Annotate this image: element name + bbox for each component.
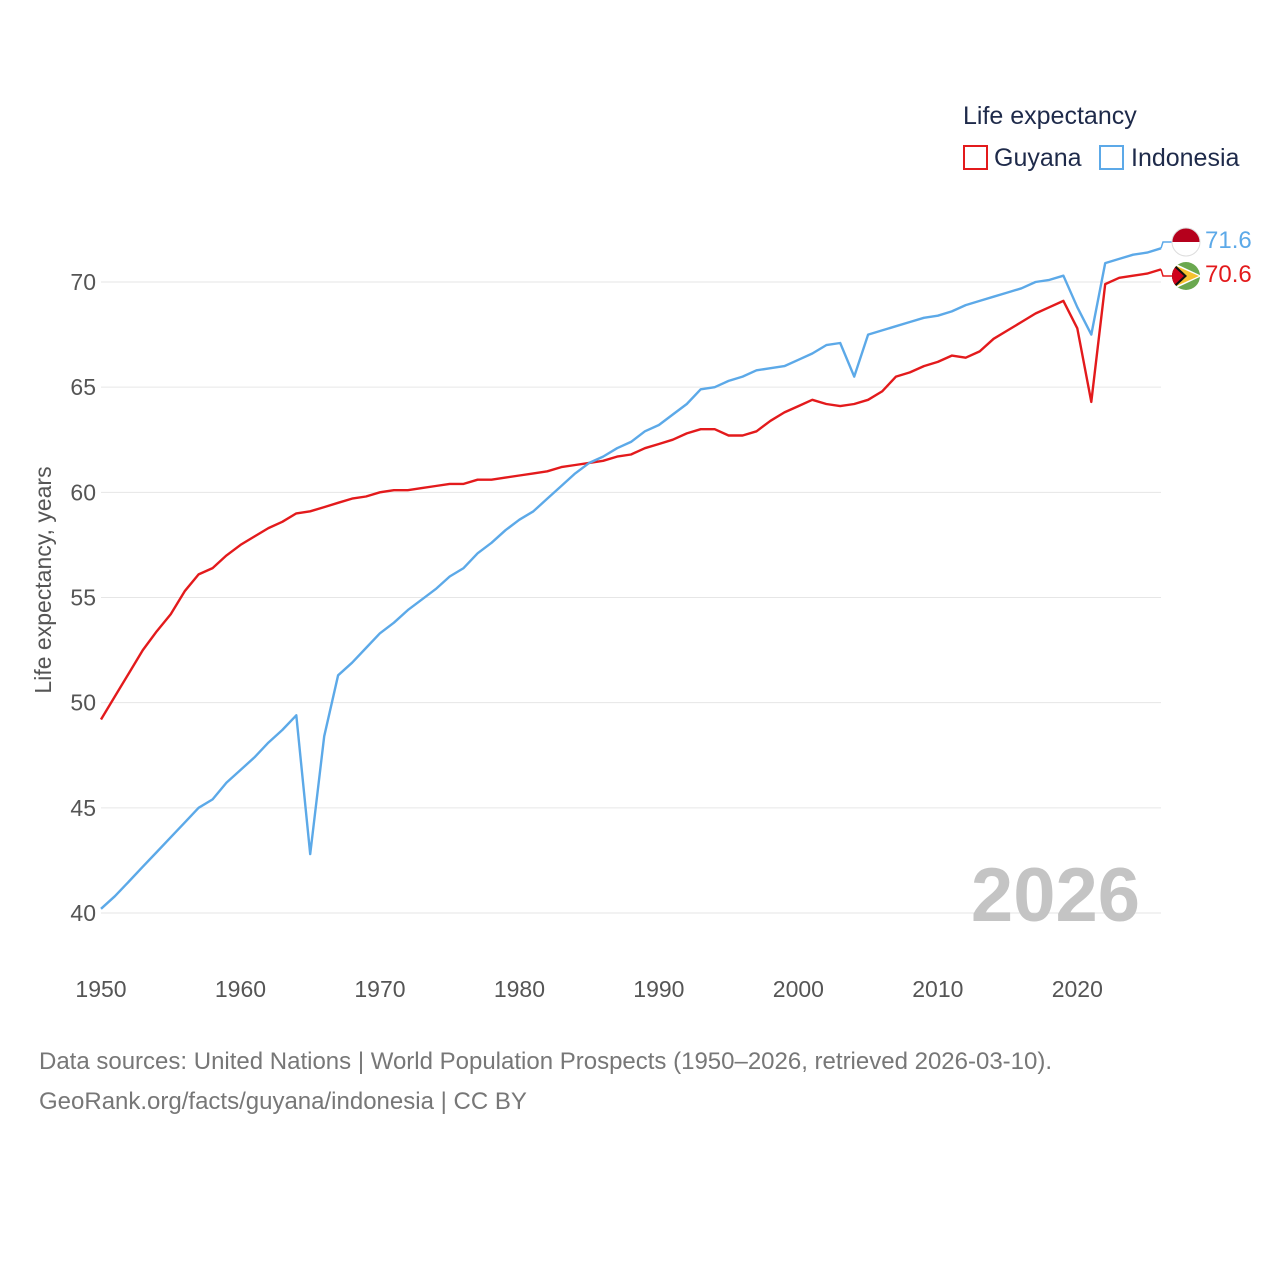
connector-indonesia [1160, 241, 1172, 249]
life-expectancy-chart: 40 45 50 55 60 65 70 1950 1960 1970 1980 1990 2000 2… [30, 102, 1252, 1002]
y-tick-label: 70 [70, 269, 96, 295]
series-lines [99, 241, 1172, 910]
x-tick-label: 1960 [215, 976, 266, 1002]
series-line-indonesia [100, 247, 1162, 910]
indonesia-end-value: 71.6 [1205, 227, 1252, 254]
y-tick-label: 60 [70, 479, 96, 505]
x-tick-label: 2020 [1052, 976, 1103, 1002]
x-tick-label: 1990 [633, 976, 684, 1002]
legend-title: Life expectancy [963, 102, 1137, 130]
legend-label-indonesia: Indonesia [1131, 144, 1240, 172]
legend-swatch-indonesia [1099, 145, 1124, 170]
x-tick-label: 1980 [494, 976, 545, 1002]
indonesia-flag-icon [1171, 227, 1201, 257]
x-tick-label: 2010 [912, 976, 963, 1002]
guyana-end-value: 70.6 [1205, 261, 1252, 288]
license-line: GeoRank.org/facts/guyana/indonesia | CC … [39, 1088, 527, 1115]
legend-label-guyana: Guyana [994, 144, 1082, 172]
legend: Life expectancy Guyana Indonesia [963, 102, 1240, 172]
guyana-flag-icon [1172, 262, 1200, 290]
y-tick-label: 45 [70, 795, 96, 821]
year-watermark: 2026 [971, 853, 1140, 938]
source-note: Data sources: United Nations | World Pop… [39, 1042, 1052, 1122]
y-axis-label: Life expectancy, years [30, 466, 56, 693]
x-axis-ticks: 1950 1960 1970 1980 1990 2000 2010 2020 [75, 976, 1102, 1002]
x-tick-label: 1950 [75, 976, 126, 1002]
legend-swatch-guyana [963, 145, 988, 170]
y-tick-label: 55 [70, 585, 96, 611]
connector-guyana [1160, 269, 1172, 277]
y-tick-label: 50 [70, 690, 96, 716]
series-line-guyana [99, 268, 1162, 721]
x-tick-label: 2000 [773, 976, 824, 1002]
y-axis-ticks: 40 45 50 55 60 65 70 [70, 269, 96, 926]
y-tick-label: 65 [70, 374, 96, 400]
source-line: Data sources: United Nations | World Pop… [39, 1048, 1053, 1075]
y-tick-label: 40 [70, 900, 96, 926]
gridlines [101, 281, 1161, 914]
x-tick-label: 1970 [354, 976, 405, 1002]
